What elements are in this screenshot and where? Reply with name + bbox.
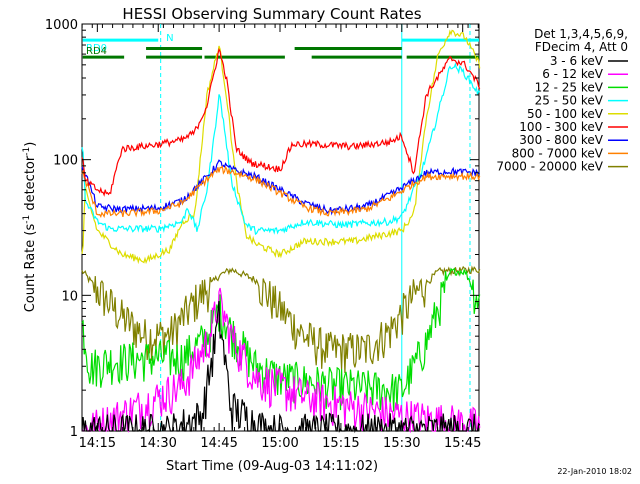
x-tick-label-4: 15:15 [322, 436, 359, 451]
x-axis-label: Start Time (09-Aug-03 14:11:02) [166, 459, 378, 474]
legend-label-2: 12 - 25 keV [535, 80, 604, 94]
legend-label-1: 6 - 12 keV [542, 67, 604, 81]
x-tick-label-6: 15:45 [444, 436, 481, 451]
footer-timestamp: 22-Jan-2010 18:02 [557, 467, 632, 476]
series-layer [81, 29, 481, 434]
series-line-1 [81, 287, 481, 434]
x-tick-label-5: 15:30 [383, 436, 420, 451]
series-line-0 [81, 301, 481, 434]
y-axis-label: Count Rate (s-1 detector-1) [22, 142, 38, 313]
x-tick-label-1: 14:30 [139, 436, 176, 451]
y-tick-label-3: 1000 [45, 18, 78, 33]
y-axis-label-sup1: -1 [22, 215, 32, 224]
y-tick-label-1: 10 [61, 289, 78, 304]
axes: 14:15 14:30 14:45 15:00 15:15 15:30 15:45 1 10 10… [45, 18, 482, 451]
legend-label-3: 25 - 50 keV [535, 94, 604, 108]
y-axis-label-end: ) [23, 142, 38, 147]
series-line-2 [81, 267, 481, 412]
x-tick-label-0: 14:15 [79, 436, 116, 451]
y-axis-label-sup2: -1 [22, 147, 32, 156]
legend-header-line-1: Det 1,3,4,5,6,9, [534, 27, 628, 41]
y-axis-label-mid: detector [23, 155, 38, 215]
flag-label-rd0: RD0 [86, 43, 107, 54]
legend-label-4: 50 - 100 keV [527, 107, 604, 121]
y-tick-label-2: 100 [53, 154, 78, 169]
x-tick-label-2: 14:45 [200, 436, 237, 451]
y-axis-label-base: Count Rate (s [23, 224, 38, 313]
series-line-5 [81, 47, 481, 197]
legend: Det 1,3,4,5,6,9, FDecim 4, Att 0 3 - 6 k… [496, 27, 628, 174]
n-marker-label: N [166, 33, 173, 44]
y-tick-label-0: 1 [70, 425, 78, 440]
chart-title: HESSI Observing Summary Count Rates [122, 5, 421, 23]
flag-label-rd4: RD4 [86, 46, 107, 57]
legend-header-line-2: FDecim 4, Att 0 [535, 40, 628, 54]
legend-label-8: 7000 - 20000 keV [496, 160, 603, 174]
legend-label-6: 300 - 800 keV [519, 133, 603, 147]
series-line-4 [81, 29, 481, 265]
series-line-7 [81, 165, 481, 219]
legend-label-0: 3 - 6 keV [550, 54, 604, 68]
legend-label-7: 800 - 7000 keV [512, 146, 604, 160]
x-tick-label-3: 15:00 [261, 436, 298, 451]
legend-label-5: 100 - 300 keV [519, 120, 603, 134]
